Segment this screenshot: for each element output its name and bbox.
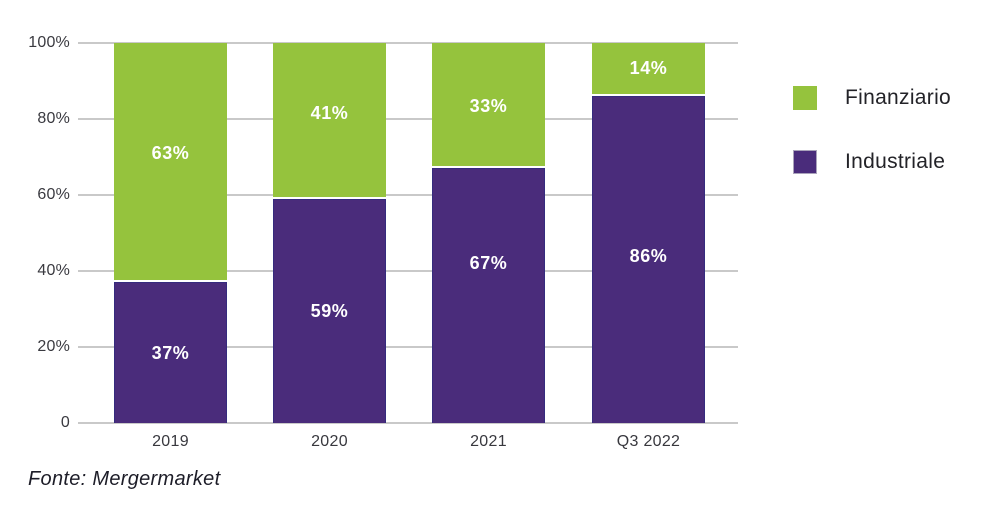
x-axis-category-label: Q3 2022 — [616, 433, 681, 450]
bar-segment-finanziario: 14% — [592, 43, 705, 95]
x-axis-category-label: 2020 — [311, 433, 348, 450]
plot-area: 63% 37% 2019 41% 59% 2020 33% 67% 2021 14% 86% Q3 2… — [78, 42, 738, 450]
bar-value-label: 33% — [469, 96, 508, 117]
legend-item-finanziario: Finanziario — [793, 86, 951, 110]
y-axis-tick-label: 100% — [28, 34, 70, 51]
bar-segment-industriale: 37% — [114, 282, 227, 423]
bar-value-label: 41% — [310, 103, 349, 124]
source-note: Fonte: Mergermarket — [28, 468, 221, 490]
bar-value-label: 14% — [629, 58, 668, 79]
bar-2019: 63% 37% — [114, 43, 227, 423]
gridline-100 — [78, 42, 738, 44]
y-axis-tick-label: 20% — [37, 338, 70, 355]
bar-segment-industriale: 67% — [432, 168, 545, 423]
x-axis-category-label: 2021 — [470, 433, 507, 450]
bar-segment-industriale: 86% — [592, 96, 705, 423]
bar-2021: 33% 67% — [432, 43, 545, 423]
bar-segment-finanziario: 63% — [114, 43, 227, 281]
y-axis-tick-label: 80% — [37, 110, 70, 127]
y-axis-tick-label: 40% — [37, 262, 70, 279]
bar-2020: 41% 59% — [273, 43, 386, 423]
bar-segment-industriale: 59% — [273, 198, 386, 423]
legend-item-industriale: Industriale — [793, 150, 945, 174]
bar-value-label: 67% — [469, 252, 508, 273]
bar-q3-2022: 14% 86% — [592, 43, 705, 423]
bar-value-label: 63% — [151, 143, 190, 164]
bar-segment-finanziario: 41% — [273, 43, 386, 197]
gridline-0 — [78, 422, 738, 424]
gridline-20 — [78, 346, 738, 348]
bar-value-label: 37% — [151, 342, 190, 363]
gridline-80 — [78, 118, 738, 120]
legend-swatch-finanziario — [793, 86, 817, 110]
bar-segment-finanziario: 33% — [432, 43, 545, 167]
x-axis-category-label: 2019 — [152, 433, 189, 450]
legend-label-industriale: Industriale — [845, 150, 946, 173]
y-axis-tick-label: 0 — [60, 414, 70, 431]
legend-swatch-industriale — [793, 150, 817, 174]
gridline-40 — [78, 270, 738, 272]
gridline-60 — [78, 194, 738, 196]
legend-label-finanziario: Finanziario — [845, 86, 952, 109]
y-axis-tick-label: 60% — [37, 186, 70, 203]
bar-value-label: 86% — [629, 245, 668, 266]
bar-value-label: 59% — [310, 300, 349, 321]
